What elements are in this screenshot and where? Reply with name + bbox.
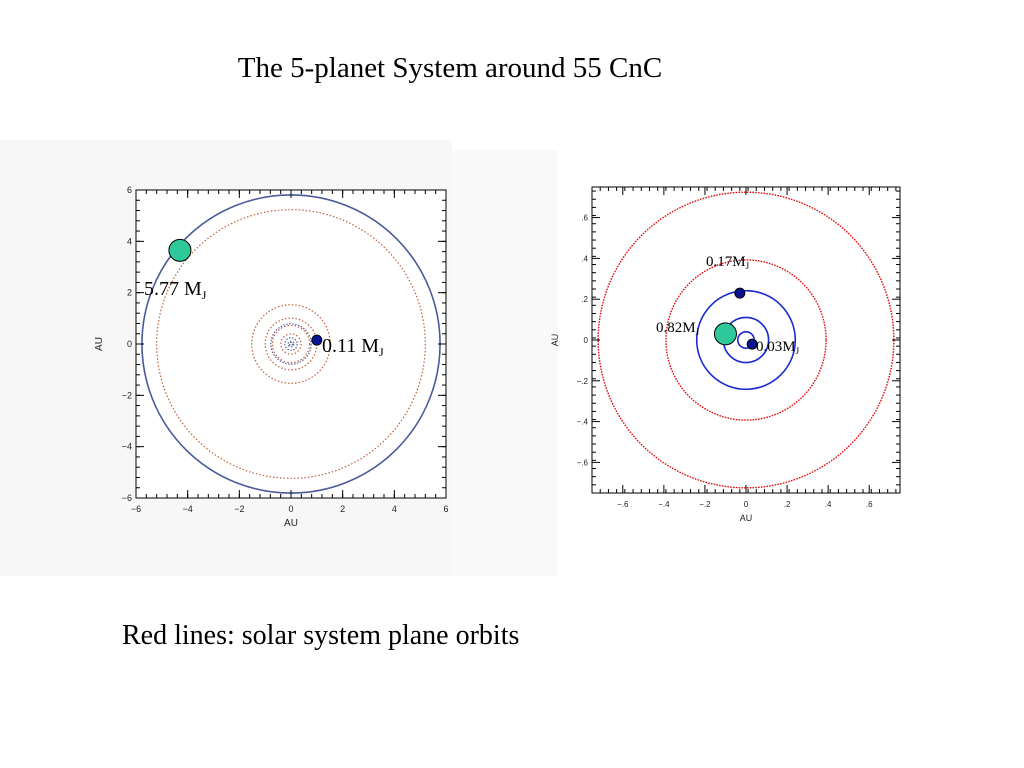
orbit-series-1-1	[251, 304, 331, 384]
planet-marker	[713, 322, 737, 346]
y-tick-label: .2	[581, 295, 588, 304]
y-tick-label: 2	[127, 288, 132, 298]
orbit-series-1-4	[280, 333, 302, 355]
x-tick-label: −.2	[699, 500, 711, 509]
x-tick-label: .6	[866, 500, 873, 509]
x-tick-label: −2	[234, 504, 244, 514]
planet-marker	[311, 334, 323, 346]
x-axis-label: AU	[284, 518, 298, 529]
x-axis-label: AU	[740, 513, 753, 523]
y-tick-label: −.6	[577, 458, 589, 467]
orbit-series-1-3	[271, 324, 311, 364]
orbit-series-2-2	[287, 340, 295, 348]
orbit-series-2-1	[284, 337, 298, 351]
planet-marker	[168, 238, 192, 262]
x-tick-label: 6	[443, 504, 448, 514]
x-tick-label: −4	[183, 504, 193, 514]
x-tick-label: 0	[744, 500, 749, 509]
planet-label-0-03: 0.03MJ	[756, 339, 800, 357]
slide-title: The 5-planet System around 55 CnC	[0, 52, 900, 85]
y-tick-label: −4	[122, 442, 132, 452]
orbit-series-2-3	[288, 341, 294, 347]
x-tick-label: 2	[340, 504, 345, 514]
y-tick-label: −.4	[577, 418, 589, 427]
y-tick-label: 0	[584, 336, 589, 345]
planet-label-0-17: 0.17MJ	[706, 254, 750, 272]
y-tick-label: .6	[581, 214, 588, 223]
plot-area	[136, 190, 446, 498]
x-tick-label: 0	[288, 504, 293, 514]
planet-label-0-11: 0.11 MJ	[322, 335, 384, 360]
plot-area	[592, 187, 900, 493]
y-tick-label: 4	[127, 236, 132, 246]
y-tick-label: −6	[122, 493, 132, 503]
y-tick-label: −2	[122, 390, 132, 400]
y-tick-label: 0	[127, 339, 132, 349]
planet-label-5-77: 5.77 MJ	[144, 278, 207, 303]
right-figure-background	[452, 150, 558, 576]
x-tick-label: −.6	[617, 500, 629, 509]
x-tick-label: −6	[131, 504, 141, 514]
y-tick-label: 6	[127, 185, 132, 195]
orbit-series-2-0	[270, 323, 312, 365]
orbit-series-1-0	[695, 289, 797, 391]
slide-title-text: The 5-planet System around 55 CnC	[237, 52, 663, 84]
planet-marker	[746, 338, 758, 350]
planet-marker	[734, 287, 746, 299]
y-axis-label: AU	[94, 337, 105, 351]
y-tick-label: −.2	[577, 377, 589, 386]
x-tick-label: .2	[784, 500, 791, 509]
x-tick-label: .4	[825, 500, 832, 509]
x-tick-label: 4	[392, 504, 397, 514]
slide-caption: Red lines: solar system plane orbits	[122, 620, 520, 651]
y-tick-label: .4	[581, 254, 588, 263]
orbit-series-1-0	[156, 209, 426, 479]
orbit-series-0-1	[665, 259, 827, 421]
y-axis-label: AU	[550, 334, 560, 347]
planet-label-0-82: 0.82MJ	[656, 320, 700, 338]
x-tick-label: −.4	[658, 500, 670, 509]
